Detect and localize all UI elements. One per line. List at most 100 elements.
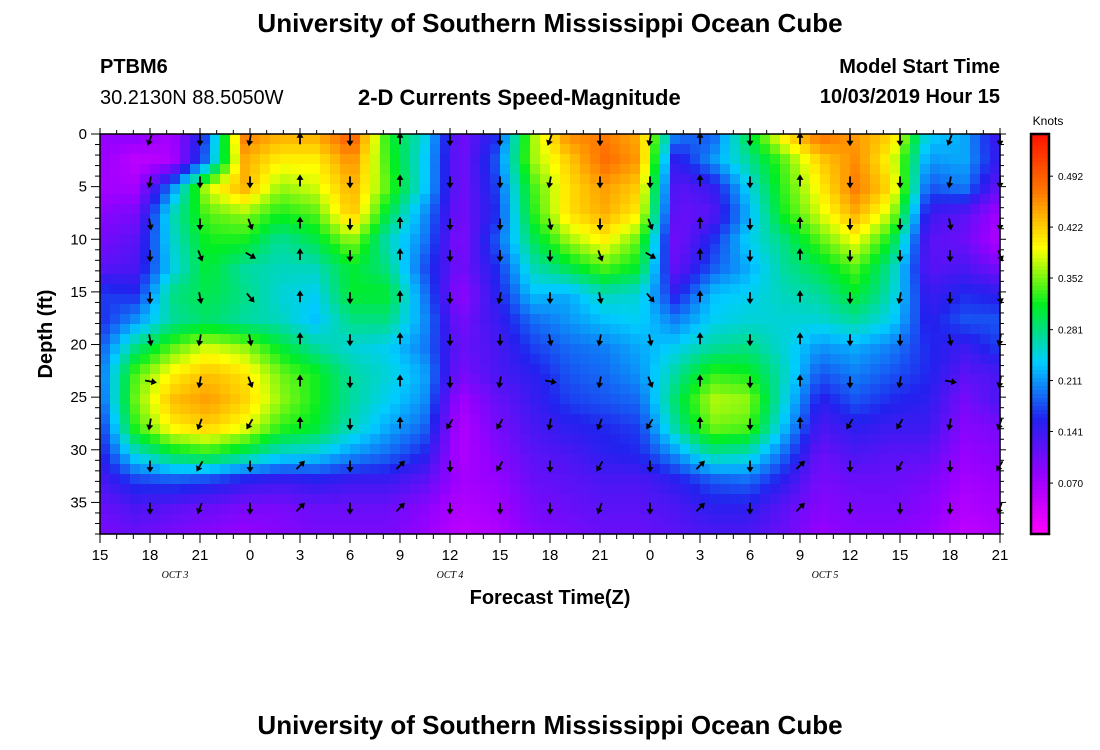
heat-cell	[920, 344, 931, 355]
heat-cell	[130, 214, 141, 225]
heat-cell	[220, 464, 231, 475]
heat-cell	[640, 304, 651, 315]
heat-cell	[540, 294, 551, 305]
heat-cell	[720, 264, 731, 275]
heat-cell	[630, 274, 641, 285]
heat-cell	[450, 334, 461, 345]
heat-cell	[840, 154, 851, 165]
heat-cell	[990, 454, 1001, 465]
heat-cell	[910, 364, 921, 375]
heat-cell	[230, 154, 241, 165]
heat-cell	[600, 174, 611, 185]
heat-cell	[610, 224, 621, 235]
heat-cell	[920, 434, 931, 445]
heat-cell	[650, 424, 661, 435]
heat-cell	[910, 164, 921, 175]
heat-cell	[240, 234, 251, 245]
heat-cell	[810, 444, 821, 455]
heat-cell	[240, 494, 251, 505]
heat-cell	[510, 364, 521, 375]
heat-cell	[480, 134, 491, 145]
heat-cell	[870, 324, 881, 335]
heat-cell	[670, 264, 681, 275]
heat-cell	[570, 474, 581, 485]
heat-cell	[410, 314, 421, 325]
heat-cell	[780, 164, 791, 175]
arrow-head	[496, 423, 503, 430]
colorbar-segment	[1031, 382, 1049, 387]
colorbar-segment	[1031, 178, 1049, 183]
heat-cell	[700, 184, 711, 195]
heat-cell	[940, 224, 951, 235]
heat-cell	[860, 504, 871, 515]
arrow-head	[146, 467, 154, 473]
heat-cell	[910, 304, 921, 315]
heat-cell	[450, 434, 461, 445]
heat-cell	[800, 384, 811, 395]
heat-cell	[230, 424, 241, 435]
heat-cell	[270, 214, 281, 225]
heat-cell	[790, 164, 801, 175]
heat-cell	[460, 384, 471, 395]
heat-cell	[270, 304, 281, 315]
heat-cell	[700, 444, 711, 455]
heat-cell	[780, 414, 791, 425]
heat-cell	[310, 334, 321, 345]
heat-cell	[960, 184, 971, 195]
heat-cell	[740, 314, 751, 325]
heat-cell	[550, 284, 561, 295]
heat-cell	[840, 234, 851, 245]
heat-cell	[440, 164, 451, 175]
heat-cell	[970, 304, 981, 315]
heat-cell	[920, 464, 931, 475]
heat-cell	[640, 444, 651, 455]
heat-cell	[880, 404, 891, 415]
heat-cell	[410, 284, 421, 295]
x-tick-label: 18	[542, 547, 559, 564]
heat-cell	[720, 254, 731, 265]
heat-cell	[400, 374, 411, 385]
heat-cell	[690, 274, 701, 285]
heat-cell	[530, 154, 541, 165]
heat-cell	[290, 184, 301, 195]
heat-cell	[270, 264, 281, 275]
heat-cell	[680, 334, 691, 345]
current-arrow	[944, 378, 957, 386]
heat-cell	[250, 514, 261, 525]
heat-cell	[680, 304, 691, 315]
heat-cell	[170, 424, 181, 435]
arrow-head	[197, 255, 204, 262]
heat-cell	[350, 194, 361, 205]
heat-cell	[760, 174, 771, 185]
heat-cell	[580, 314, 591, 325]
heat-cell	[320, 274, 331, 285]
heat-cell	[680, 524, 691, 535]
heat-cell	[450, 174, 461, 185]
heat-cell	[970, 274, 981, 285]
heat-cell	[640, 504, 651, 515]
arrow-head	[296, 332, 304, 338]
heat-cell	[510, 314, 521, 325]
heat-cell	[220, 324, 231, 335]
heat-cell	[210, 444, 221, 455]
heat-cell	[880, 514, 891, 525]
heat-cell	[560, 214, 571, 225]
current-arrow	[446, 218, 454, 231]
heat-cell	[630, 324, 641, 335]
heat-cell	[480, 524, 491, 535]
heat-cell	[550, 134, 561, 145]
heat-cell	[620, 274, 631, 285]
heat-cell	[590, 324, 601, 335]
heat-cell	[790, 404, 801, 415]
heat-cell	[860, 414, 871, 425]
heat-cell	[390, 224, 401, 235]
heat-cell	[800, 184, 811, 195]
heat-cell	[490, 174, 501, 185]
heat-cell	[130, 184, 141, 195]
colorbar-segment	[1031, 502, 1049, 507]
heat-cell	[670, 294, 681, 305]
heat-cell	[290, 314, 301, 325]
heat-cell	[170, 344, 181, 355]
heat-cell	[550, 384, 561, 395]
heat-cell	[500, 354, 511, 365]
